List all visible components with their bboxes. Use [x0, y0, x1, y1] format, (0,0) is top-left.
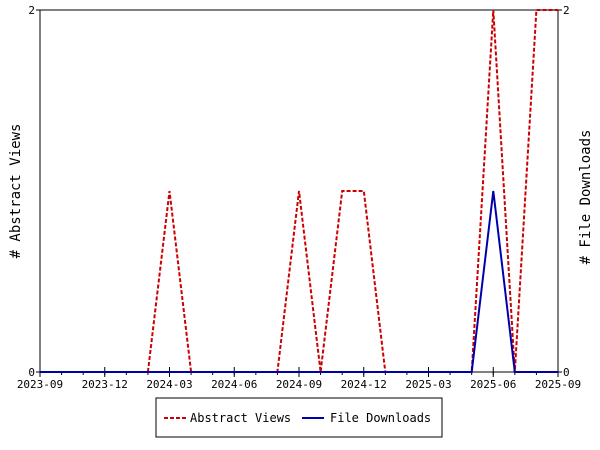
y-left-tick-label: 2 [28, 4, 35, 17]
x-tick-label: 2024-03 [146, 378, 192, 391]
legend-box [155, 397, 443, 438]
y-right-axis-title: # File Downloads [578, 130, 594, 265]
y-right-tick-label: 2 [563, 4, 570, 17]
legend-label-abstract-views: Abstract Views [190, 411, 291, 425]
x-axis-ticks: 2023-09 2023-12 2024-03 2024-06 2024-09 2024-… [17, 367, 581, 391]
y-left-tick-label: 0 [28, 366, 35, 379]
series-layer [40, 9, 558, 373]
x-tick-label: 2024-06 [211, 378, 257, 391]
y-axis-ticks: 0 2 0 2 [28, 4, 569, 379]
y-left-axis-title: # Abstract Views [8, 124, 24, 259]
x-tick-label: 2023-12 [82, 378, 128, 391]
x-tick-label: 2025-09 [535, 378, 581, 391]
series-line-file-downloads [40, 190, 558, 373]
x-tick-label: 2024-09 [276, 378, 322, 391]
y-right-tick-label: 0 [563, 366, 570, 379]
x-tick-label: 2025-03 [405, 378, 451, 391]
x-tick-label: 2023-09 [17, 378, 63, 391]
legend: Abstract Views File Downloads [155, 397, 443, 438]
x-tick-label: 2025-06 [470, 378, 516, 391]
legend-label-file-downloads: File Downloads [330, 411, 431, 425]
x-tick-label: 2024-12 [341, 378, 387, 391]
